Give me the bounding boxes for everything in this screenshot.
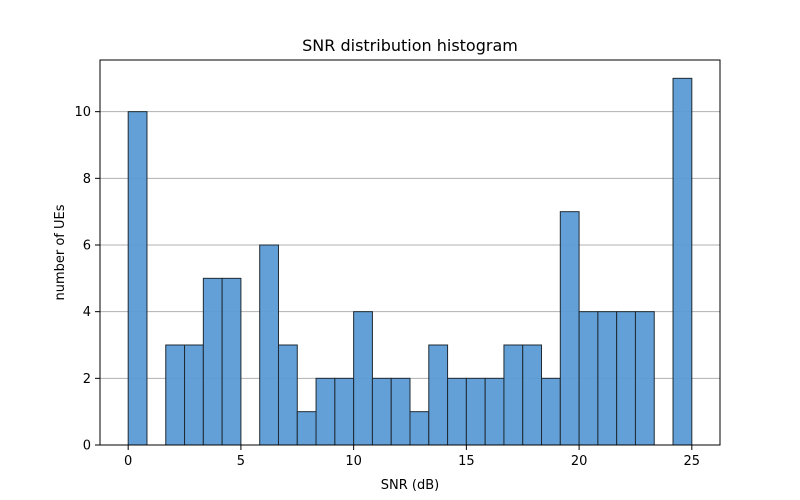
histogram-bar xyxy=(127,111,148,446)
y-tick-label: 4 xyxy=(83,305,91,320)
histogram-bar xyxy=(371,377,392,446)
y-axis-label: number of UEs xyxy=(53,204,68,300)
histogram-bar xyxy=(165,344,186,446)
chart-title: SNR distribution histogram xyxy=(302,36,518,55)
x-axis-label: SNR (dB) xyxy=(381,478,439,493)
histogram-bar xyxy=(559,211,580,446)
x-tick-label: 25 xyxy=(684,454,701,469)
histogram-bar xyxy=(522,344,543,446)
histogram-bar xyxy=(390,377,411,446)
x-axis-ticks: 0 5 10 15 20 25 xyxy=(124,445,700,469)
histogram-bar xyxy=(184,344,204,446)
histogram-bar xyxy=(277,344,298,446)
x-tick-label: 0 xyxy=(124,454,132,469)
histogram-bar xyxy=(296,411,317,446)
histogram-bar xyxy=(353,311,373,446)
y-axis-ticks: 0 2 4 6 8 10 xyxy=(74,105,100,454)
histogram-bar xyxy=(428,344,449,446)
y-tick-label: 10 xyxy=(74,105,91,120)
histogram-bar xyxy=(447,377,467,446)
histogram-bar xyxy=(634,311,655,446)
histogram-bar xyxy=(541,377,561,446)
x-tick-label: 20 xyxy=(571,454,588,469)
histogram-bar xyxy=(597,311,618,446)
x-tick-label: 15 xyxy=(458,454,475,469)
histogram-bar xyxy=(578,311,599,446)
histogram-bar xyxy=(672,77,693,446)
x-tick-label: 10 xyxy=(345,454,362,469)
plot-frame xyxy=(99,59,721,446)
y-tick-label: 0 xyxy=(83,439,91,454)
histogram-bar xyxy=(503,344,524,446)
x-tick-label: 5 xyxy=(237,454,245,469)
histogram-bar xyxy=(334,377,355,446)
y-tick-label: 2 xyxy=(83,372,91,387)
histogram-bar xyxy=(465,377,486,446)
y-tick-label: 6 xyxy=(83,239,91,254)
histogram-bars xyxy=(127,77,693,446)
histogram-bar xyxy=(315,377,336,446)
y-tick-label: 8 xyxy=(83,172,91,187)
histogram-bar xyxy=(616,311,636,446)
histogram-bar xyxy=(259,244,279,446)
histogram-bar xyxy=(484,377,505,446)
histogram-bar xyxy=(221,277,242,446)
histogram-bar xyxy=(409,411,430,446)
histogram-bar xyxy=(202,277,223,446)
